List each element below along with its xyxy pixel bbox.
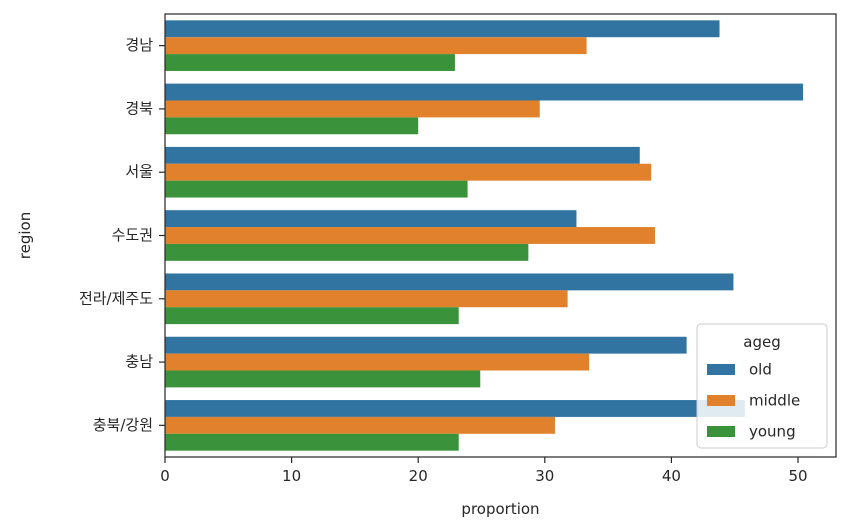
bar-young-4	[165, 307, 459, 325]
legend-title: ageg	[743, 333, 780, 351]
bar-old-0	[165, 20, 720, 38]
bar-old-2	[165, 146, 640, 164]
legend-swatch-middle	[707, 395, 735, 406]
x-tick-label: 0	[160, 467, 170, 485]
y-axis-label: region	[16, 212, 34, 259]
bar-young-0	[165, 54, 455, 71]
legend-label-young: young	[749, 423, 796, 441]
legend: ageg old middle young	[696, 323, 828, 449]
bar-middle-1	[165, 100, 540, 118]
bar-middle-4	[165, 290, 568, 308]
bar-old-1	[165, 83, 804, 101]
x-tick-label: 20	[409, 467, 428, 485]
bar-middle-5	[165, 353, 590, 371]
bars-group	[165, 20, 804, 451]
x-tick-label: 50	[788, 467, 807, 485]
y-tick-label: 충남	[125, 353, 153, 371]
bar-young-5	[165, 370, 481, 388]
bar-old-6	[165, 400, 745, 417]
x-tick-label: 40	[662, 467, 681, 485]
bar-young-1	[165, 117, 419, 135]
y-tick-label: 수도권	[112, 226, 153, 244]
y-tick-label: 전라/제주도	[79, 289, 153, 307]
bar-middle-2	[165, 163, 652, 181]
y-tick-label: 경북	[125, 99, 153, 117]
bar-old-4	[165, 273, 734, 291]
bar-young-3	[165, 243, 529, 261]
legend-swatch-old	[707, 364, 735, 375]
bar-young-6	[165, 433, 459, 451]
legend-items: old middle young	[707, 361, 800, 441]
legend-label-middle: middle	[749, 392, 800, 410]
x-axis-ticks: 0 10 20 30 40 50	[160, 457, 808, 485]
y-tick-label: 경남	[125, 36, 153, 54]
bar-middle-3	[165, 227, 655, 244]
legend-box	[696, 323, 828, 449]
bar-middle-6	[165, 416, 555, 434]
bar-old-3	[165, 210, 577, 228]
x-tick-label: 30	[535, 467, 554, 485]
legend-label-old: old	[749, 361, 772, 379]
bar-old-5	[165, 336, 687, 354]
bar-middle-0	[165, 37, 587, 55]
y-tick-label: 충북/강원	[93, 416, 153, 434]
legend-swatch-young	[707, 426, 735, 437]
y-tick-label: 서울	[125, 163, 153, 181]
x-tick-label: 10	[282, 467, 301, 485]
x-axis-label: proportion	[461, 500, 539, 518]
bar-young-2	[165, 180, 468, 198]
